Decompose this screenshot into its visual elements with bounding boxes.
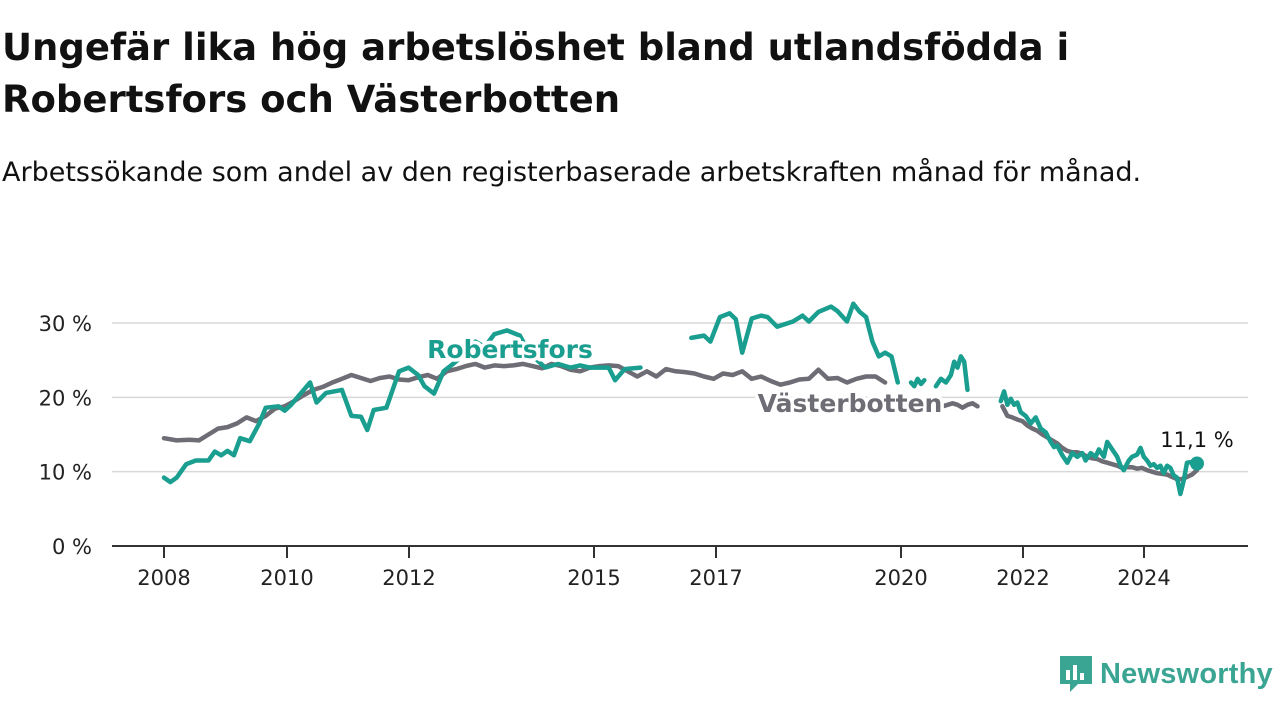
series-label-vasterbotten: Västerbotten xyxy=(758,389,943,418)
series-line-robertsfors xyxy=(933,354,970,393)
end-value-label-halo: 11,1 % xyxy=(1160,428,1233,452)
newsworthy-logo-icon xyxy=(1060,656,1092,692)
x-tick-label: 2010 xyxy=(260,566,313,590)
y-tick-label: 0 % xyxy=(52,535,92,559)
series-line-robertsfors xyxy=(161,328,523,485)
x-tick-label: 2012 xyxy=(382,566,435,590)
series-label-robertsfors-halo: Robertsfors xyxy=(427,335,593,364)
chart-subtitle: Arbetssökande som andel av den registerb… xyxy=(2,157,1142,188)
x-tick-label: 2008 xyxy=(137,566,190,590)
y-tick-label: 30 % xyxy=(39,312,92,336)
x-tick-label: 2020 xyxy=(874,566,927,590)
x-tick-label: 2024 xyxy=(1117,566,1170,590)
end-point-robertsfors xyxy=(1190,456,1204,471)
series-label-robertsfors: Robertsfors xyxy=(427,335,593,364)
series-label-vasterbotten-halo: Västerbotten xyxy=(758,389,943,418)
y-tick-label: 20 % xyxy=(39,386,92,410)
chart-title: Ungefär lika hög arbetslöshet bland utla… xyxy=(2,26,1070,121)
series-line-robertsfors xyxy=(517,333,643,383)
y-tick-label: 10 % xyxy=(39,461,92,485)
x-tick-label: 2017 xyxy=(689,566,742,590)
series-line-robertsfors xyxy=(908,376,927,389)
newsworthy-logo-text: Newsworthy xyxy=(1100,657,1273,690)
series-line-robertsfors xyxy=(689,301,901,385)
end-value-label: 11,1 % xyxy=(1160,428,1233,452)
x-tick-label: 2015 xyxy=(567,566,620,590)
series-line-vasterbotten xyxy=(940,401,980,410)
newsworthy-logo[interactable]: Newsworthy xyxy=(1058,654,1273,694)
series-line-robertsfors xyxy=(998,389,1200,497)
x-tick-label: 2022 xyxy=(996,566,1049,590)
